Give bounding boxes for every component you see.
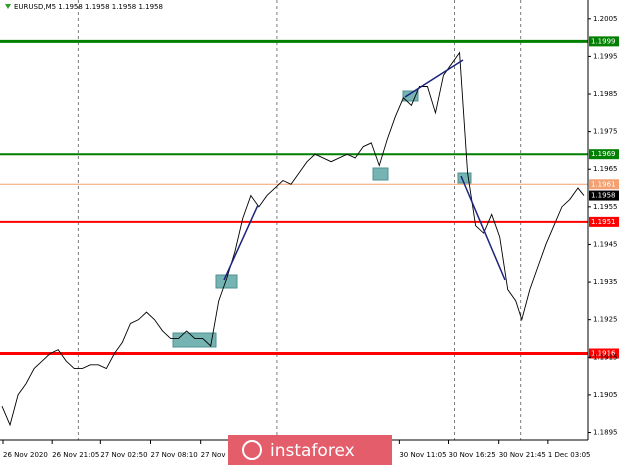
y-tick-label: 1.1975 (593, 128, 618, 136)
chart-title: EURUSD,M5 1.1958 1.1958 1.1958 1.1958 (14, 3, 163, 11)
signal-box (172, 332, 217, 348)
y-tick-label: 1.1995 (593, 52, 618, 60)
x-tick-label: 26 Nov 2020 (3, 451, 48, 459)
y-tick-label: 1.1905 (593, 391, 618, 399)
plot-layer (0, 0, 588, 440)
signal-box (402, 90, 419, 102)
logo (242, 440, 262, 460)
y-tick-label: 1.1935 (593, 278, 618, 286)
x-tick-label: 27 Nov 02:50 (100, 451, 147, 459)
x-tick-label: 27 Nov (201, 451, 226, 459)
level-tag (589, 36, 619, 47)
last-price-tag (589, 190, 619, 201)
y-tick-label: 1.1895 (593, 428, 618, 436)
x-tick-label: 27 Nov 08:10 (151, 451, 198, 459)
symbol-icon (5, 4, 11, 9)
x-tick-label: 26 Nov 21:05 (52, 451, 99, 459)
x-tick-label: 30 Nov 21:45 (499, 451, 546, 459)
x-tick-label: 30 Nov 16:25 (449, 451, 496, 459)
axes-layer: 1.1999 1.1969 1.1961 1.1951 1.1916 1.2005 1.19… (2, 15, 619, 459)
level-label: 1.1961 (591, 180, 616, 188)
y-tick-label: 1.1945 (593, 240, 618, 248)
y-tick-label: 1.2005 (593, 15, 618, 23)
y-tick-label: 1.1925 (593, 316, 618, 324)
level-label: 1.1951 (591, 218, 616, 226)
trend-line (460, 175, 506, 281)
level-label: 1.1916 (591, 350, 616, 358)
level-tag (589, 216, 619, 227)
y-tick-label: 1.1985 (593, 90, 618, 98)
level-tag (589, 179, 619, 190)
level-label: 1.1969 (591, 150, 616, 158)
signal-box (372, 167, 389, 181)
price-axis-bg (588, 0, 620, 465)
x-tick-label: 30 Nov 11:05 (399, 451, 446, 459)
watermark: instaforex (270, 441, 355, 461)
y-tick-label: 1.1955 (593, 203, 618, 211)
trend-line (404, 59, 464, 98)
level-tag (589, 149, 619, 160)
last-price-label: 1.1958 (591, 192, 616, 200)
y-tick-label: 1.1915 (593, 353, 618, 361)
watermark-banner: instaforex (228, 435, 392, 465)
y-tick-label: 1.1965 (593, 165, 618, 173)
level-tag (589, 348, 619, 359)
signal-box (215, 274, 238, 289)
level-label: 1.1999 (591, 37, 616, 45)
trend-line (223, 204, 259, 281)
price-line (1, 51, 585, 427)
banner (228, 435, 392, 465)
line-layer (1, 51, 585, 427)
x-tick-label: 1 Dec 03:05 (548, 451, 591, 459)
